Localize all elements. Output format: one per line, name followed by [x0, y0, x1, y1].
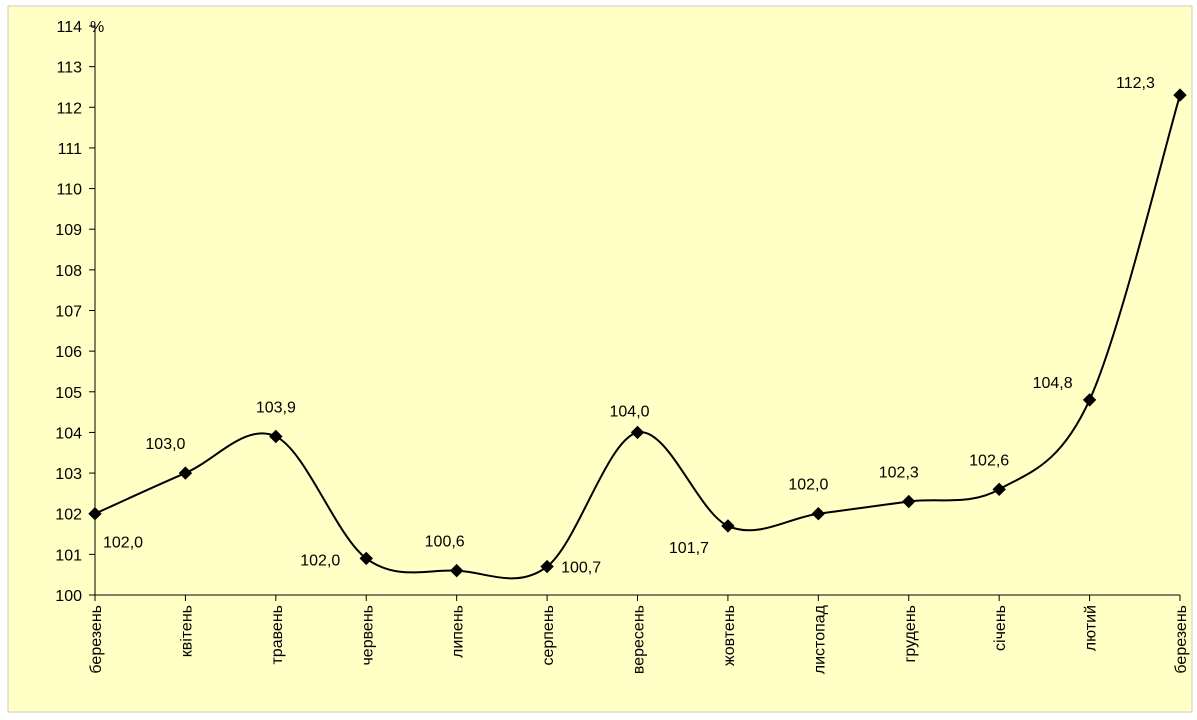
x-tick-label: березень [88, 605, 105, 674]
data-point-marker [721, 519, 735, 533]
data-point-marker [630, 425, 645, 440]
data-point-marker [449, 563, 464, 578]
data-label: 100,7 [561, 560, 601, 577]
data-label: 102,3 [879, 465, 919, 482]
y-tick-label: 111 [58, 141, 82, 158]
data-markers [88, 88, 1187, 578]
x-tick-label: травень [269, 605, 286, 665]
x-tick-label: липень [450, 605, 467, 658]
data-point-marker [992, 482, 1006, 497]
x-tick-label: вересень [631, 605, 648, 674]
data-label: 112,3 [1116, 75, 1155, 92]
x-tick-label: грудень [902, 605, 919, 662]
y-tick-label: 102 [55, 507, 82, 524]
data-label: 103,9 [256, 399, 296, 416]
data-point-marker [88, 507, 102, 521]
data-label: 102,0 [788, 477, 828, 494]
y-tick-label: 110 [56, 182, 82, 199]
y-tick-label: 106 [55, 344, 82, 361]
data-label: 100,6 [425, 534, 465, 551]
y-tick-label: 114 [56, 19, 82, 36]
y-axis-ticks: 100 101 102 103 104 105 106 107 108 109 110 111 112 1… [55, 19, 95, 605]
y-tick-label: 105 [55, 385, 82, 402]
y-tick-label: 112 [56, 100, 82, 117]
series-line [94, 94, 1181, 580]
x-tick-label: січень [992, 605, 1009, 651]
data-label: 101,7 [669, 540, 709, 557]
y-unit-label: % [90, 19, 104, 36]
data-point-marker [178, 466, 193, 480]
y-tick-label: 107 [55, 304, 82, 321]
x-tick-label: лютий [1083, 605, 1100, 651]
data-point-marker [540, 559, 554, 574]
chart-background [7, 5, 1193, 713]
data-point-marker [359, 551, 373, 566]
y-tick-label: 113 [56, 60, 82, 77]
data-point-marker [269, 429, 283, 444]
x-tick-label: серпень [540, 605, 557, 666]
y-tick-label: 109 [55, 222, 82, 239]
x-tick-label: червень [359, 605, 376, 666]
data-label: 102,6 [969, 452, 1009, 469]
y-tick-label: 104 [55, 425, 82, 442]
data-point-marker [902, 494, 916, 509]
data-label: 103,0 [145, 436, 185, 453]
y-tick-label: 101 [55, 547, 82, 564]
y-tick-label: 103 [55, 466, 82, 483]
y-tick-label: 100 [55, 588, 82, 605]
x-tick-label: листопад [811, 604, 828, 674]
x-tick-label: квітень [178, 605, 195, 657]
x-tick-label: березень [1173, 605, 1190, 674]
y-tick-label: 108 [55, 263, 82, 280]
x-axis-ticks: березень квітень травень червень липень серпе… [88, 595, 1190, 674]
x-tick-label: жовтень [721, 605, 738, 666]
data-label: 102,0 [300, 552, 340, 569]
data-label: 104,0 [610, 403, 650, 420]
data-point-marker [1173, 88, 1187, 102]
data-labels: 102,0 103,0 103,9 102,0 100,6 100,7 104,0 101,7… [103, 75, 1155, 576]
data-point-marker [1082, 393, 1097, 407]
data-label: 102,0 [103, 535, 143, 552]
data-point-marker [811, 507, 826, 521]
data-label: 104,8 [1033, 375, 1073, 392]
